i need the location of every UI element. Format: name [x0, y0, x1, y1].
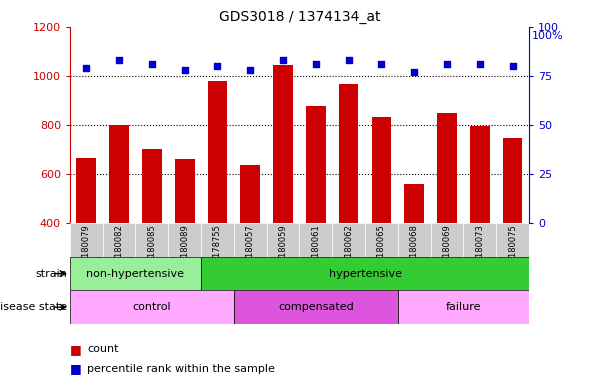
Text: count: count — [87, 344, 119, 354]
Text: strain: strain — [35, 268, 67, 279]
Text: GSM180057: GSM180057 — [246, 224, 255, 275]
Bar — [470, 126, 489, 223]
Bar — [70, 290, 234, 324]
Bar — [234, 290, 398, 324]
Bar — [398, 223, 430, 257]
Text: ■: ■ — [70, 343, 86, 356]
Point — [508, 63, 517, 69]
Text: ■: ■ — [70, 362, 86, 375]
Text: GSM180059: GSM180059 — [278, 224, 288, 275]
Bar — [332, 223, 365, 257]
Bar — [103, 223, 136, 257]
Bar — [430, 223, 463, 257]
Bar — [207, 81, 227, 223]
Point — [344, 57, 353, 63]
Text: GSM178755: GSM178755 — [213, 224, 222, 275]
Text: GSM180061: GSM180061 — [311, 224, 320, 275]
Text: hypertensive: hypertensive — [328, 268, 401, 279]
Bar — [300, 223, 332, 257]
Bar — [201, 223, 234, 257]
Bar — [437, 113, 457, 223]
Point — [475, 61, 485, 67]
Bar — [496, 223, 529, 257]
Bar — [365, 223, 398, 257]
Title: GDS3018 / 1374134_at: GDS3018 / 1374134_at — [219, 10, 380, 25]
Bar — [240, 165, 260, 223]
Bar — [175, 159, 195, 223]
Point — [409, 69, 419, 75]
Text: control: control — [133, 302, 171, 312]
Text: GSM180068: GSM180068 — [410, 224, 419, 275]
Text: disease state: disease state — [0, 302, 67, 312]
Text: 100%: 100% — [532, 31, 564, 41]
Text: GSM180079: GSM180079 — [82, 224, 91, 275]
Bar — [371, 118, 392, 223]
Point — [81, 65, 91, 71]
Text: GSM180069: GSM180069 — [443, 224, 452, 275]
Point — [114, 57, 124, 63]
Bar — [463, 223, 496, 257]
Text: GSM180089: GSM180089 — [180, 224, 189, 275]
Bar — [168, 223, 201, 257]
Bar — [273, 65, 293, 223]
Bar — [136, 223, 168, 257]
Text: compensated: compensated — [278, 302, 354, 312]
Bar — [306, 106, 326, 223]
Bar — [398, 290, 529, 324]
Text: GSM180075: GSM180075 — [508, 224, 517, 275]
Bar — [70, 223, 103, 257]
Bar — [234, 223, 267, 257]
Text: percentile rank within the sample: percentile rank within the sample — [87, 364, 275, 374]
Point — [442, 61, 452, 67]
Point — [180, 67, 190, 73]
Text: GSM180082: GSM180082 — [114, 224, 123, 275]
Bar — [503, 137, 522, 223]
Bar — [70, 257, 201, 290]
Point — [278, 57, 288, 63]
Bar — [109, 125, 129, 223]
Text: GSM180065: GSM180065 — [377, 224, 386, 275]
Text: non-hypertensive: non-hypertensive — [86, 268, 184, 279]
Text: GSM180085: GSM180085 — [147, 224, 156, 275]
Text: GSM180062: GSM180062 — [344, 224, 353, 275]
Text: GSM180073: GSM180073 — [475, 224, 485, 275]
Point — [376, 61, 386, 67]
Point — [213, 63, 223, 69]
Bar — [142, 149, 162, 223]
Bar — [201, 257, 529, 290]
Point — [311, 61, 320, 67]
Point — [246, 67, 255, 73]
Text: failure: failure — [446, 302, 481, 312]
Bar — [77, 158, 96, 223]
Point — [147, 61, 157, 67]
Bar — [267, 223, 300, 257]
Bar — [404, 184, 424, 223]
Bar — [339, 84, 359, 223]
